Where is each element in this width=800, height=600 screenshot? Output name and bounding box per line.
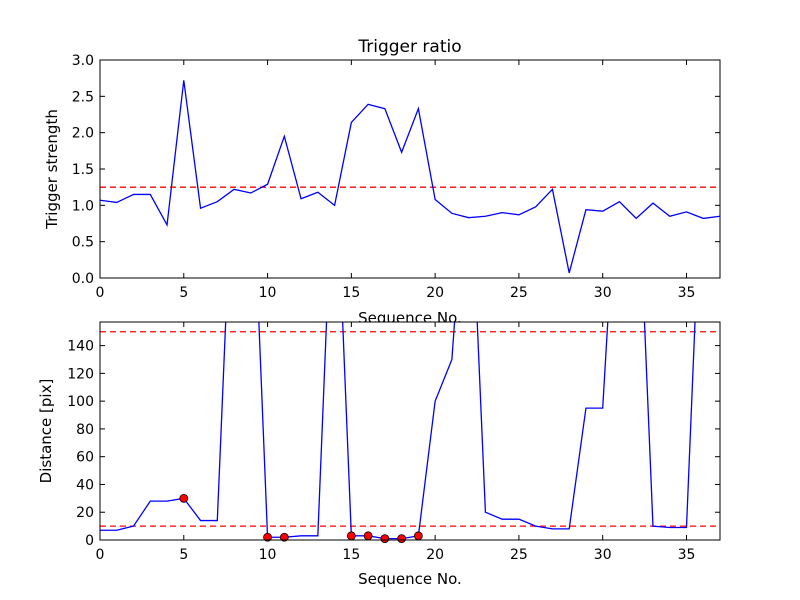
data-point [279, 532, 289, 542]
y-tick-label: 0.5 [72, 235, 94, 251]
y-axis-label: Trigger strength [43, 109, 61, 230]
x-tick-label: 10 [259, 285, 277, 301]
plot-area [100, 322, 720, 540]
x-tick-label: 30 [594, 285, 612, 301]
data-point [263, 532, 272, 542]
x-tick-label: 35 [678, 547, 696, 563]
x-tick-label: 0 [96, 285, 105, 301]
data-point [380, 534, 390, 544]
x-tick-label: 0 [96, 547, 105, 563]
series-line [100, 80, 720, 274]
x-axis-label: Sequence No. [358, 570, 462, 588]
plot-area [100, 60, 720, 278]
y-tick-label: 140 [67, 339, 94, 355]
marker-layer [179, 493, 423, 544]
x-tick-label: 5 [179, 285, 188, 301]
y-tick-label: 40 [76, 477, 94, 493]
x-tick-label: 10 [259, 547, 277, 563]
data-point [413, 531, 423, 541]
data-point [346, 531, 356, 541]
trigger-ratio-subplot: Trigger ratio 0 5 10 15 20 25 30 35 0.0 0.5 1.0 1.5… [43, 37, 721, 327]
chart-title: Trigger ratio [357, 37, 461, 57]
data-point [397, 534, 407, 544]
data-point [363, 531, 373, 541]
y-tick-label: 1.0 [72, 198, 94, 214]
series-line [100, 322, 696, 540]
series-layer [100, 80, 720, 274]
distance-subplot: 0 5 10 15 20 25 30 35 0 20 40 60 80 100 120 140 Sequenc… [37, 321, 721, 588]
x-tick-label: 15 [342, 547, 360, 563]
x-tick-label: 25 [510, 547, 528, 563]
x-tick-label: 15 [342, 285, 360, 301]
threshold-lines [100, 331, 720, 527]
y-tick-label: 1.5 [72, 162, 94, 178]
data-point [179, 493, 189, 503]
x-tick-label: 25 [510, 285, 528, 301]
series-layer [100, 322, 696, 540]
y-tick-label: 0.0 [72, 271, 94, 287]
y-tick-label: 2.0 [72, 126, 94, 142]
x-tick-label: 35 [678, 285, 696, 301]
y-tick-label: 3.0 [72, 53, 94, 69]
x-tick-label: 5 [179, 547, 188, 563]
y-tick-label: 80 [76, 422, 94, 438]
y-tick-label: 120 [67, 366, 94, 382]
y-tick-label: 60 [76, 450, 94, 466]
tick-labels: 0 5 10 15 20 25 30 35 0.0 0.5 1.0 1.5 2.0 2.5 3.0 [72, 53, 696, 301]
x-tick-label: 30 [594, 547, 612, 563]
x-tick-label: 20 [426, 285, 444, 301]
y-tick-label: 100 [67, 394, 94, 410]
y-tick-label: 2.5 [72, 89, 94, 105]
plot-frame [99, 59, 721, 279]
plot-frame [99, 321, 721, 541]
x-tick-label: 20 [426, 547, 444, 563]
tick-labels: 0 5 10 15 20 25 30 35 0 20 40 60 80 100 120 140 [67, 339, 695, 563]
y-tick-label: 20 [76, 505, 94, 521]
y-axis-label: Distance [pix] [37, 379, 55, 484]
y-tick-label: 0 [85, 533, 94, 549]
